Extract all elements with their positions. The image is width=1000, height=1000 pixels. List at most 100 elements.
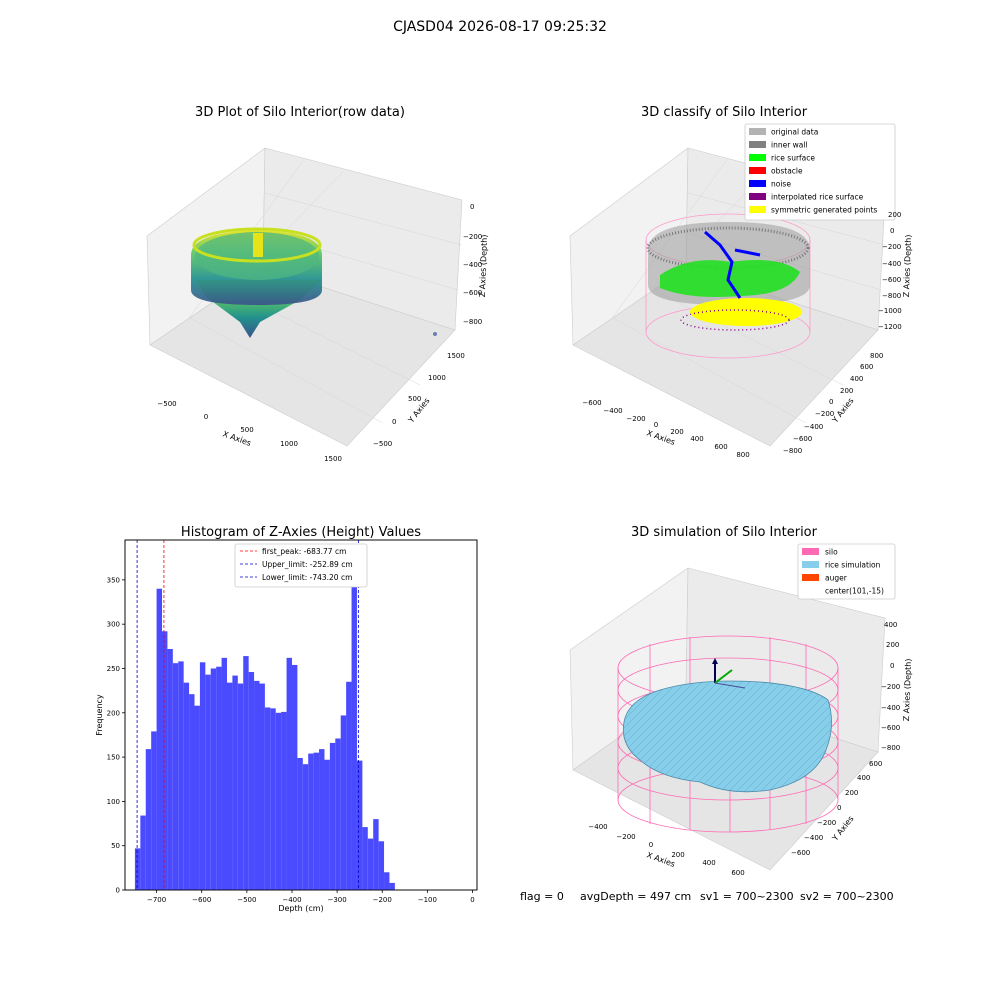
- histogram-bar: [167, 648, 173, 890]
- legend-entry: rice simulation: [825, 561, 881, 570]
- histogram-bar: [362, 827, 368, 890]
- histogram-bar: [156, 588, 163, 890]
- histogram-bar: [259, 683, 265, 890]
- legend-entry: obstacle: [771, 167, 803, 176]
- classify-panel-title: 3D classify of Silo Interior: [641, 105, 808, 120]
- y-tick-label: 300: [107, 621, 120, 629]
- raw-ytick: 500: [408, 395, 421, 403]
- raw-ztick: −400: [463, 261, 482, 269]
- histogram-frame: [124, 539, 478, 891]
- histogram-bar: [356, 760, 363, 890]
- flag-value: flag = 0: [520, 890, 564, 903]
- classify-xtick: −400: [603, 407, 622, 415]
- simulation-ztick: −400: [881, 704, 900, 712]
- raw-center-column: [253, 233, 263, 257]
- legend-entry: interpolated rice surface: [771, 193, 864, 202]
- histogram-bar: [335, 738, 341, 890]
- classify-ztick: −800: [882, 292, 901, 300]
- histogram-title: Histogram of Z-Axies (Height) Values: [181, 525, 421, 540]
- legend-entry: Lower_limit: -743.20 cm: [262, 573, 352, 582]
- classify-ztick: −1200: [878, 323, 902, 331]
- raw-ztick: 0: [470, 203, 474, 211]
- y-tick-label: 200: [107, 709, 120, 717]
- auger-axis-y: [714, 669, 733, 684]
- classify-ytick: −200: [815, 410, 834, 418]
- histogram-bar: [340, 715, 347, 890]
- classify-noise: [704, 230, 761, 299]
- histogram-panel: Histogram of Z-Axies (Height) Values −70…: [95, 525, 478, 913]
- classify-ytick: −600: [793, 435, 812, 443]
- legend-swatch: [749, 206, 766, 213]
- legend-swatch: [802, 574, 819, 581]
- classify-ztick: −400: [882, 260, 901, 268]
- y-tick-label: 150: [107, 754, 120, 762]
- classify-symmetric-points: [690, 298, 802, 326]
- y-tick-label: 350: [107, 576, 120, 584]
- y-tick-label: 50: [111, 842, 120, 850]
- raw-ytick: 1500: [447, 352, 465, 360]
- raw-panel-title: 3D Plot of Silo Interior(row data): [195, 105, 405, 120]
- histogram-bar: [151, 731, 157, 890]
- simulation-legend-items: silo rice simulation auger center(101,-15): [802, 548, 884, 596]
- simulation-ytick: −200: [817, 819, 836, 827]
- simulation-ytick: 400: [857, 774, 870, 782]
- legend-swatch: [749, 180, 766, 187]
- sv1-value: sv1 = 700~2300: [700, 890, 794, 903]
- histogram-bar: [248, 672, 255, 890]
- histogram-bar: [178, 661, 184, 890]
- raw-xtick: 500: [240, 426, 253, 434]
- classify-ytick: 200: [840, 387, 853, 395]
- y-tick-label: 0: [116, 887, 120, 895]
- histogram-bar: [270, 708, 276, 890]
- simulation-xtick: −400: [588, 823, 607, 831]
- classify-ytick: 0: [829, 398, 833, 406]
- simulation-panel-title: 3D simulation of Silo Interior: [631, 525, 818, 540]
- classify-ztick: 200: [888, 211, 901, 219]
- histogram-bar: [351, 555, 357, 890]
- simulation-ytick: −400: [804, 834, 823, 842]
- legend-entry: silo: [825, 548, 838, 557]
- histogram-bar: [221, 657, 227, 890]
- histogram-bar: [378, 841, 385, 890]
- histogram-x-ticks: −700 −600 −500 −400 −300 −200 −100 0: [147, 890, 475, 904]
- histogram-bar: [324, 759, 330, 890]
- raw-ytick: 1000: [428, 374, 446, 382]
- histogram-bar: [302, 764, 309, 890]
- classify-ytick: −800: [783, 447, 802, 455]
- histogram-bar: [281, 711, 287, 890]
- raw-3d-panel: 3D Plot of Silo Interior(row data) −500 …: [146, 105, 489, 463]
- simulation-xtick: 600: [731, 869, 744, 877]
- classify-ztick: 0: [890, 227, 894, 235]
- legend-swatch: [749, 193, 766, 200]
- classify-xtick: −600: [582, 399, 601, 407]
- raw-ztick: −800: [463, 318, 482, 326]
- histogram-bar: [373, 819, 379, 890]
- raw-cylinder-top: [192, 227, 322, 263]
- simulation-ytick: 200: [845, 789, 858, 797]
- histogram-bar: [286, 657, 292, 890]
- simulation-ytick: 600: [869, 760, 882, 768]
- histogram-bar: [134, 848, 141, 890]
- raw-ytick: 0: [392, 418, 396, 426]
- histogram-bar: [308, 753, 314, 890]
- classify-inner-wall-rim: [646, 226, 810, 270]
- legend-swatch: [749, 128, 766, 135]
- simulation-ztick: 200: [886, 641, 899, 649]
- x-tick-label: −100: [418, 896, 437, 904]
- simulation-legend: [797, 543, 896, 600]
- legend-entry: original data: [771, 128, 818, 137]
- simulation-ztick: 400: [884, 621, 897, 629]
- legend-swatch: [802, 561, 819, 568]
- histogram-bar: [264, 707, 271, 890]
- raw-ztick: −200: [463, 233, 482, 241]
- classify-interpolated-surface: [680, 309, 790, 331]
- x-tick-label: −400: [282, 896, 301, 904]
- sv2-value: sv2 = 700~2300: [800, 890, 894, 903]
- classify-xtick: 200: [670, 428, 683, 436]
- simulation-z-axis-label: Z Axies (Depth): [902, 658, 913, 721]
- legend-entry: inner wall: [771, 141, 808, 150]
- histogram-bar: [313, 752, 320, 890]
- classify-xtick: 0: [654, 421, 658, 429]
- histogram-bar: [189, 694, 195, 890]
- figure-title: CJASD04 2026-08-17 09:25:32: [393, 19, 607, 35]
